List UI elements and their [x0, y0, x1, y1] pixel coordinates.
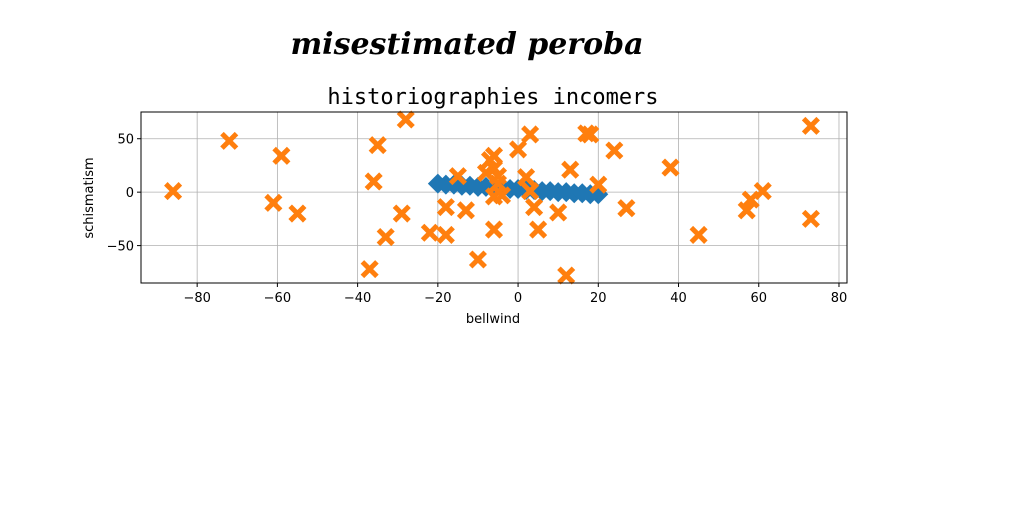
- series-2-point: [581, 125, 600, 144]
- series-2-point: [468, 250, 487, 269]
- series-2-point: [368, 136, 387, 155]
- series-2-point: [521, 182, 540, 201]
- series-2-point: [589, 175, 608, 194]
- series-2-point: [396, 110, 415, 129]
- data-points: [164, 110, 820, 285]
- x-tick-label: 40: [670, 291, 687, 306]
- series-2-point: [484, 220, 504, 239]
- series-2-point: [288, 204, 307, 223]
- y-axis-ticks: −50 0 50: [107, 133, 141, 255]
- x-tick-label: −60: [264, 291, 291, 306]
- series-2-point: [521, 125, 540, 144]
- x-axis-label: bellwind: [466, 312, 520, 327]
- series-2-point: [525, 198, 544, 217]
- x-tick-label: 80: [831, 291, 848, 306]
- series-2-point: [456, 201, 475, 220]
- series-2-point: [272, 146, 291, 165]
- series-2-point: [549, 203, 568, 222]
- series-2-point: [364, 172, 383, 191]
- series-2-point: [420, 223, 439, 242]
- series-2-point: [376, 228, 395, 247]
- y-tick-label: 0: [126, 186, 134, 201]
- series-2-point: [488, 174, 508, 193]
- series-2-point: [617, 199, 636, 218]
- x-axis-ticks: −80 −60 −40 −20 0 20 40 60 80: [183, 283, 847, 306]
- y-tick-label: −50: [107, 240, 134, 255]
- series-2-point: [557, 266, 576, 285]
- series-2-point: [392, 204, 411, 223]
- series-2-point: [220, 131, 239, 150]
- series-2-point: [801, 209, 820, 228]
- series-2-point: [436, 225, 455, 244]
- series-2-point: [164, 182, 183, 201]
- series-2-point: [476, 163, 496, 182]
- series-2-point: [737, 201, 756, 220]
- y-tick-label: 50: [117, 133, 134, 148]
- series-2-point: [509, 140, 528, 159]
- series-2-point: [753, 182, 772, 201]
- x-tick-label: 60: [750, 291, 767, 306]
- series-2-point: [448, 167, 467, 186]
- series-2-point: [492, 186, 512, 205]
- series-2-point: [605, 141, 624, 160]
- y-axis-label: schismatism: [82, 157, 97, 238]
- x-tick-label: 0: [514, 291, 522, 306]
- chart-title: historiographies incomers: [327, 85, 658, 110]
- series-2-point: [529, 220, 548, 239]
- series-2-point: [689, 225, 708, 244]
- x-tick-label: −20: [424, 291, 451, 306]
- figure-suptitle: misestimated peroba: [290, 27, 643, 62]
- series-2-point: [517, 168, 536, 187]
- plot-frame: [140, 111, 848, 284]
- series-2-point: [661, 158, 680, 177]
- x-tick-label: −40: [344, 291, 371, 306]
- x-tick-label: 20: [590, 291, 607, 306]
- series-2-point: [561, 160, 580, 179]
- series-2-point: [484, 146, 504, 165]
- series-2-point: [801, 116, 820, 135]
- x-tick-label: −80: [183, 291, 210, 306]
- series-2-point: [360, 260, 379, 279]
- series-2-point: [436, 198, 455, 217]
- series-2-point: [264, 193, 283, 212]
